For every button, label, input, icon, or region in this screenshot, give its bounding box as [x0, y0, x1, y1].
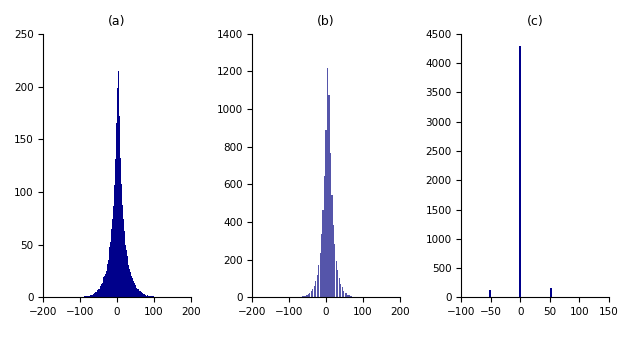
Bar [330, 153, 331, 297]
Bar [342, 287, 343, 297]
Bar [310, 291, 312, 297]
Bar [352, 296, 353, 297]
Bar [318, 265, 319, 297]
Bar [338, 278, 340, 297]
Bar [348, 295, 349, 297]
Bar [324, 176, 325, 297]
Bar [350, 296, 351, 297]
Bar [327, 68, 328, 297]
Bar [302, 296, 303, 297]
Bar [336, 261, 337, 297]
Bar [349, 295, 350, 297]
Bar [322, 210, 324, 297]
Bar [489, 290, 491, 297]
Bar [340, 284, 342, 297]
Title: (b): (b) [317, 16, 335, 28]
Bar [315, 281, 316, 297]
Bar [303, 296, 304, 297]
Bar [305, 296, 306, 297]
Bar [345, 293, 346, 297]
Bar [308, 294, 309, 297]
Bar [321, 234, 322, 297]
Bar [346, 293, 347, 297]
Bar [309, 293, 310, 297]
Bar [343, 291, 344, 297]
Bar [329, 95, 330, 297]
Bar [333, 224, 334, 297]
Bar [320, 253, 321, 297]
Bar [314, 286, 315, 297]
Bar [325, 130, 327, 297]
Bar [312, 289, 314, 297]
Bar [550, 288, 552, 297]
Bar [306, 295, 307, 297]
Title: (a): (a) [108, 16, 126, 28]
Bar [331, 195, 332, 297]
Bar [317, 275, 318, 297]
Bar [519, 46, 521, 297]
Title: (c): (c) [527, 16, 543, 28]
Bar [337, 270, 338, 297]
Bar [334, 244, 335, 297]
